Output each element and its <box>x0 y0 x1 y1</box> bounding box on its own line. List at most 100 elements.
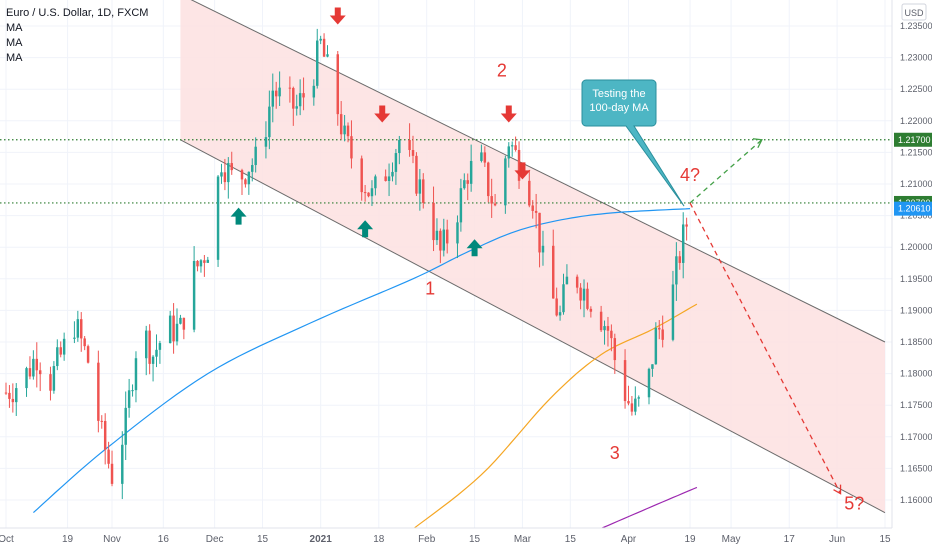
candle-body <box>131 390 134 392</box>
chart-legend: Euro / U.S. Dollar, 1D, FXCM MA MA MA <box>6 6 148 66</box>
candle-body <box>148 330 151 364</box>
arrows <box>230 7 531 257</box>
price-tick-label: 1.16000 <box>900 495 932 505</box>
down-arrow-icon <box>500 105 517 123</box>
candle-body <box>134 358 138 391</box>
candle-body <box>422 179 425 203</box>
candle-body <box>432 202 435 241</box>
candle-body <box>541 245 545 253</box>
candle-body <box>685 224 688 227</box>
candle-body <box>28 368 32 377</box>
candle-body <box>83 338 86 347</box>
up-arrow-icon <box>357 220 374 238</box>
time-tick-label: 15 <box>257 534 269 545</box>
candle-body <box>240 170 244 180</box>
candle-body <box>610 330 613 339</box>
candle-body <box>658 327 661 330</box>
candle-body <box>271 90 275 107</box>
callout-text: Testing the <box>592 88 645 100</box>
candle-body <box>49 374 52 391</box>
ma-label-1[interactable]: MA <box>6 22 23 34</box>
candle-body <box>558 312 562 316</box>
candle-body <box>647 368 651 398</box>
candle-body <box>654 327 658 365</box>
candle-body <box>528 180 531 206</box>
candle-body <box>288 87 292 89</box>
candle-body <box>244 179 247 185</box>
candle-body <box>175 323 179 342</box>
candle-body <box>661 329 664 340</box>
candle-body <box>565 276 569 285</box>
price-marker <box>894 201 932 216</box>
ma-label-2[interactable]: MA <box>6 37 23 49</box>
candle-body <box>346 125 350 137</box>
candle-body <box>387 176 391 181</box>
wave-label: 1 <box>425 279 435 299</box>
candle-body <box>196 260 199 267</box>
candle-body <box>100 420 103 422</box>
candle-body <box>531 205 534 211</box>
candle-body <box>634 398 637 412</box>
time-tick-label: 17 <box>784 534 796 545</box>
candle-body <box>510 145 514 147</box>
candle-body <box>274 90 278 97</box>
candle-body <box>155 349 158 357</box>
candle-body <box>466 180 469 184</box>
candle-body <box>316 40 319 86</box>
candle-body <box>435 230 439 241</box>
candle-body <box>552 245 555 299</box>
price-tick-label: 1.18500 <box>900 337 932 347</box>
callout: Testing the 100-day MA <box>581 79 685 207</box>
price-tick-label: 1.16500 <box>900 463 932 473</box>
time-tick-label: 16 <box>158 534 170 545</box>
candle-body <box>312 85 316 98</box>
candle-body <box>343 125 346 135</box>
candle-body <box>319 38 322 41</box>
time-tick-label: Feb <box>418 534 436 545</box>
candle-body <box>298 93 302 107</box>
candle-body <box>675 256 678 285</box>
price-tick-label: 1.23000 <box>900 53 932 63</box>
price-marker <box>894 132 932 147</box>
candle-body <box>254 146 257 166</box>
candle-body <box>158 343 162 350</box>
candle-body <box>52 366 56 391</box>
candle-body <box>599 311 603 331</box>
price-tick-label: 1.17500 <box>900 400 932 410</box>
candle-body <box>480 152 483 161</box>
candle-body <box>336 54 339 115</box>
candle-body <box>8 392 11 399</box>
candle-body <box>603 326 606 331</box>
candle-body <box>103 420 107 450</box>
bullish-projection-arrowhead <box>752 138 763 149</box>
time-tick-label: 18 <box>373 534 385 545</box>
candle-body <box>394 153 398 172</box>
candle-body <box>230 163 233 171</box>
time-tick-label: Jun <box>829 534 845 545</box>
up-arrow-icon <box>230 207 247 225</box>
channel-lower-line <box>180 139 886 514</box>
currency-badge <box>901 3 927 21</box>
candle-body <box>514 145 517 150</box>
candle-body <box>11 398 15 403</box>
down-arrow-icon <box>329 7 346 25</box>
candle-body <box>456 222 459 244</box>
candle-body <box>627 401 630 404</box>
ma-label-3[interactable]: MA <box>6 52 23 64</box>
candle-body <box>408 140 411 151</box>
time-tick-label: 2021 <box>310 534 333 545</box>
candle-body <box>637 397 640 399</box>
bullish-projection-line <box>689 139 763 204</box>
candle-body <box>586 288 589 309</box>
price-tick-label: 1.17000 <box>900 432 932 442</box>
price-tick-label: 1.21500 <box>900 147 932 157</box>
candle-body <box>59 347 62 355</box>
candle-body <box>487 162 490 197</box>
candle-body <box>86 346 90 363</box>
candle-body <box>360 158 363 193</box>
candle-body <box>606 326 610 331</box>
price-tick-label: 1.22000 <box>900 116 932 126</box>
candle-body <box>326 54 329 57</box>
